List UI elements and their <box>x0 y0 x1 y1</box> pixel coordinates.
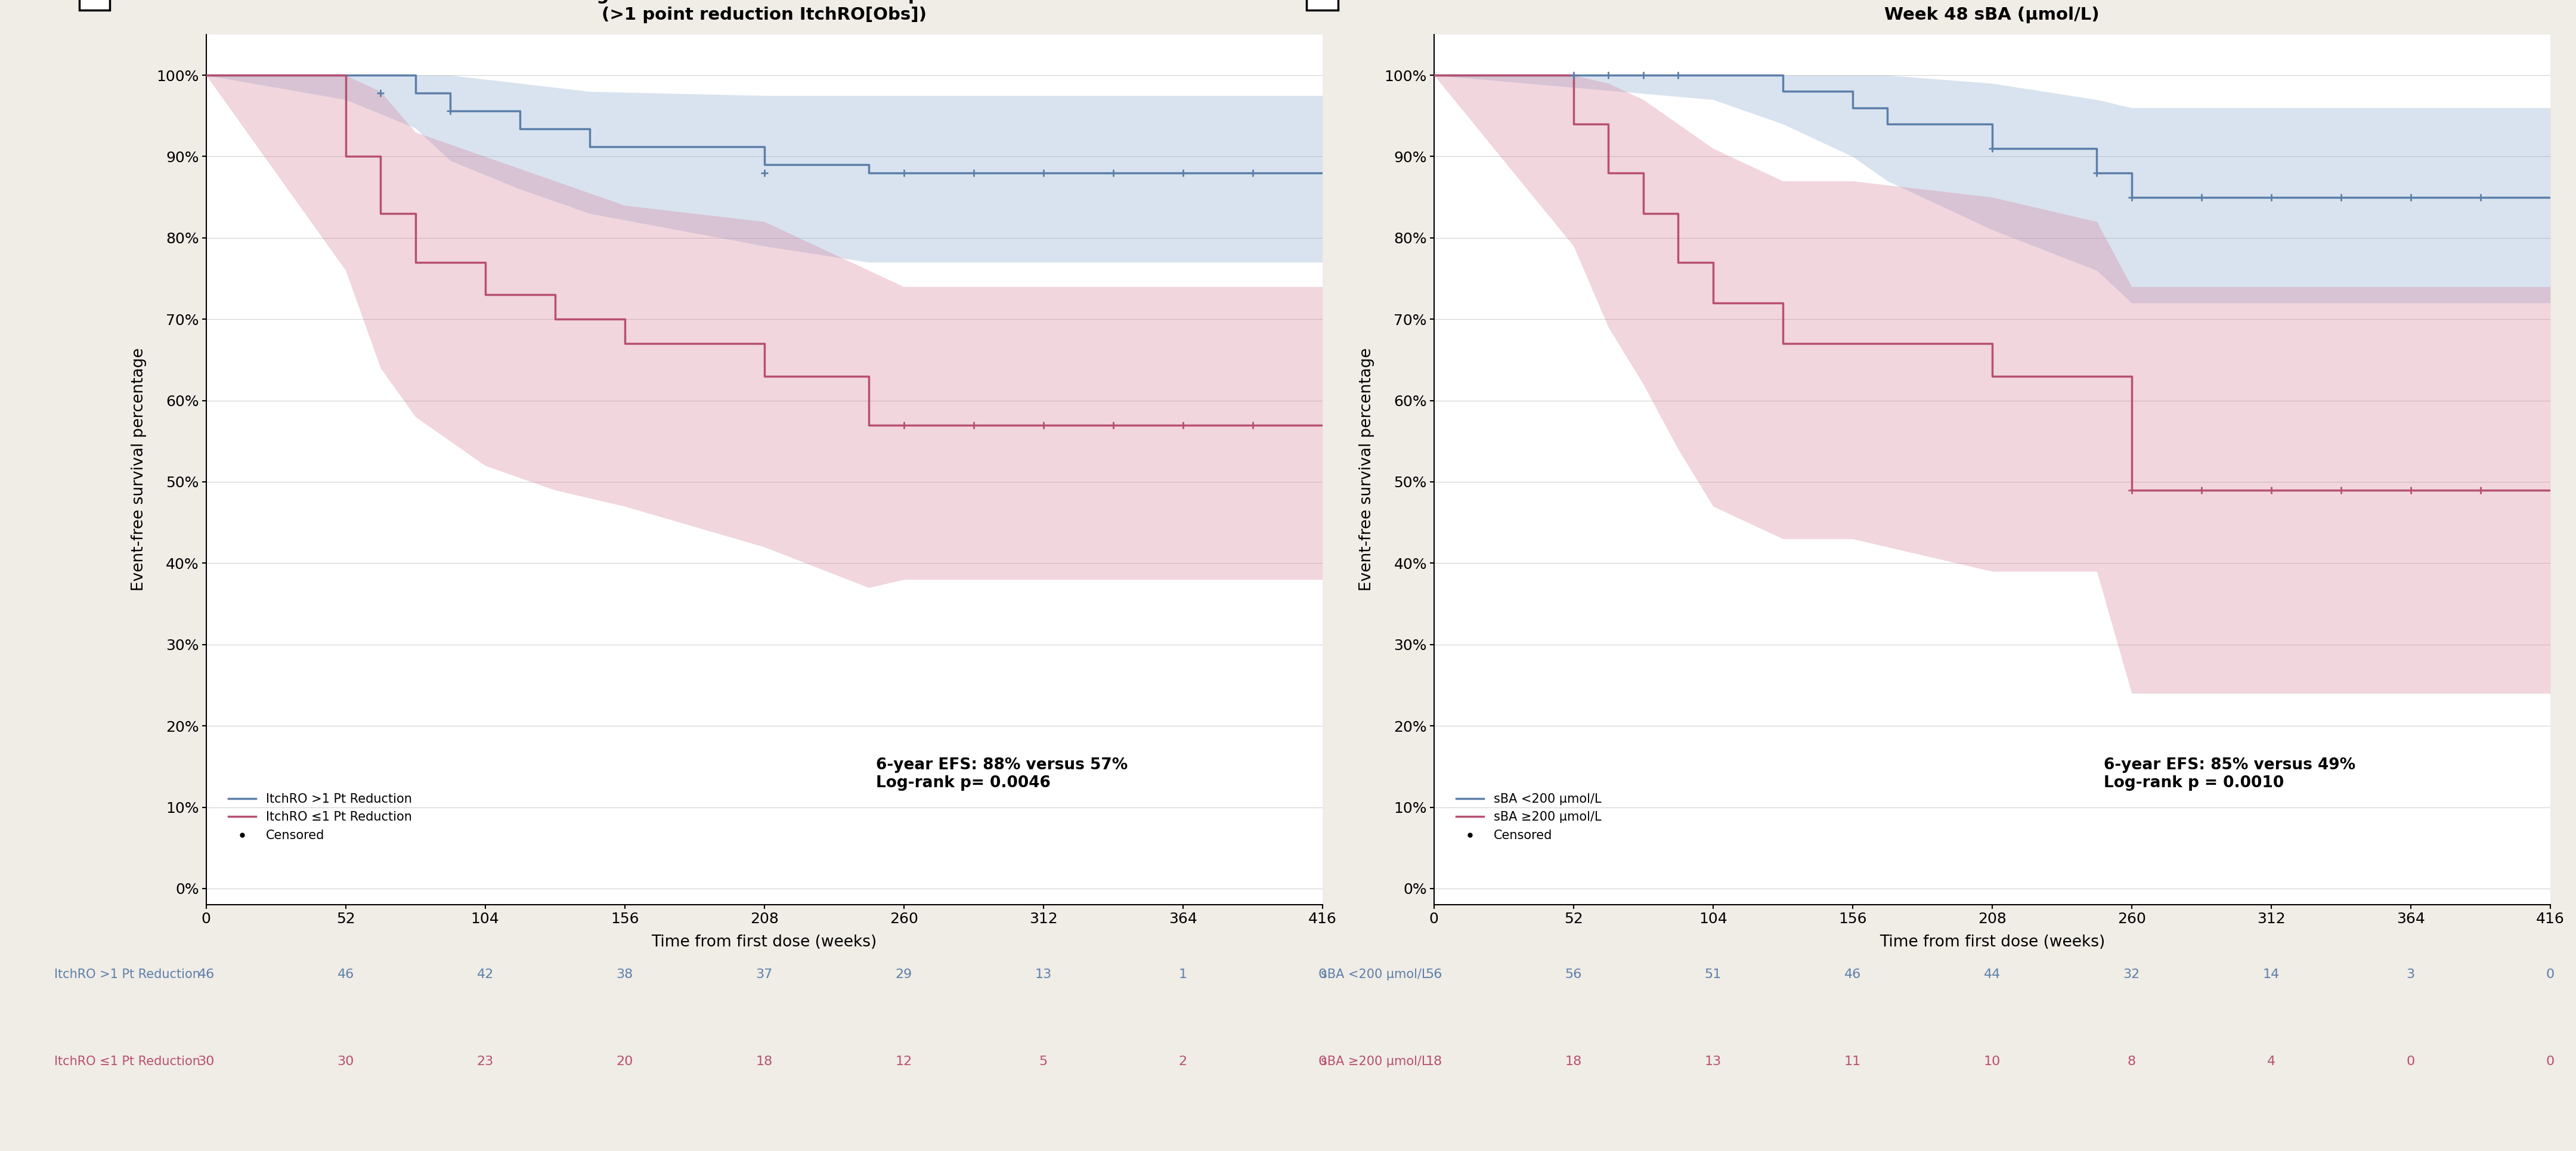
Text: 13: 13 <box>1705 1055 1721 1067</box>
Text: 14: 14 <box>2262 968 2280 981</box>
Text: 46: 46 <box>1844 968 1860 981</box>
Text: 2: 2 <box>1180 1055 1188 1067</box>
Text: 6-year EFS: 88% versus 57%
Log-rank p= 0.0046: 6-year EFS: 88% versus 57% Log-rank p= 0… <box>876 757 1128 791</box>
Point <box>1023 416 1064 434</box>
Text: 18: 18 <box>1425 1055 1443 1067</box>
Text: 42: 42 <box>477 968 495 981</box>
Point <box>2251 188 2293 206</box>
Point <box>361 84 402 102</box>
Point <box>744 163 786 182</box>
Point <box>1656 66 1698 84</box>
Point <box>2112 481 2154 500</box>
X-axis label: Time from first dose (weeks): Time from first dose (weeks) <box>652 935 876 950</box>
Point <box>2321 188 2362 206</box>
Point <box>884 163 925 182</box>
Point <box>2251 481 2293 500</box>
Text: 8: 8 <box>2128 1055 2136 1067</box>
Text: 10: 10 <box>1984 1055 2002 1067</box>
Point <box>2460 188 2501 206</box>
X-axis label: Time from first dose (weeks): Time from first dose (weeks) <box>1880 935 2105 950</box>
Text: 30: 30 <box>337 1055 353 1067</box>
Point <box>1092 416 1133 434</box>
Point <box>1231 163 1273 182</box>
Point <box>2460 481 2501 500</box>
Text: 1: 1 <box>1180 968 1188 981</box>
Text: 5: 5 <box>1038 1055 1048 1067</box>
Text: ItchRO >1 Pt Reduction: ItchRO >1 Pt Reduction <box>54 968 201 981</box>
Text: 23: 23 <box>477 1055 495 1067</box>
Point <box>430 101 471 120</box>
Legend: ItchRO >1 Pt Reduction, ItchRO ≤1 Pt Reduction, Censored: ItchRO >1 Pt Reduction, ItchRO ≤1 Pt Red… <box>224 788 417 846</box>
Text: 38: 38 <box>616 968 634 981</box>
Title: Change from baseline to Week 48 in pruritis
(>1 point reduction ItchRO[Obs]): Change from baseline to Week 48 in pruri… <box>549 0 981 23</box>
Point <box>1092 163 1133 182</box>
Text: 37: 37 <box>755 968 773 981</box>
Point <box>953 416 994 434</box>
Point <box>2391 188 2432 206</box>
Text: 44: 44 <box>1984 968 2002 981</box>
Text: 0: 0 <box>1319 968 1327 981</box>
Point <box>1162 163 1203 182</box>
Point <box>2112 188 2154 206</box>
Text: sBA <200 μmol/L: sBA <200 μmol/L <box>1321 968 1427 981</box>
Point <box>884 416 925 434</box>
Point <box>2076 163 2117 182</box>
Text: 46: 46 <box>198 968 214 981</box>
Text: 30: 30 <box>198 1055 214 1067</box>
Text: 56: 56 <box>1425 968 1443 981</box>
Point <box>2391 481 2432 500</box>
Point <box>953 163 994 182</box>
Text: 13: 13 <box>1036 968 1051 981</box>
Y-axis label: Event-free survival percentage: Event-free survival percentage <box>1360 348 1376 592</box>
Text: 46: 46 <box>337 968 353 981</box>
Text: 18: 18 <box>755 1055 773 1067</box>
Point <box>1587 66 1628 84</box>
Text: C: C <box>88 0 103 2</box>
Text: ItchRO ≤1 Pt Reduction: ItchRO ≤1 Pt Reduction <box>54 1055 201 1067</box>
Point <box>1162 416 1203 434</box>
Text: sBA ≥200 μmol/L: sBA ≥200 μmol/L <box>1321 1055 1427 1067</box>
Text: 29: 29 <box>896 968 912 981</box>
Text: 51: 51 <box>1705 968 1721 981</box>
Point <box>2321 481 2362 500</box>
Y-axis label: Event-free survival percentage: Event-free survival percentage <box>131 348 147 592</box>
Point <box>1971 139 2012 158</box>
Text: 20: 20 <box>616 1055 634 1067</box>
Text: 32: 32 <box>2123 968 2141 981</box>
Text: 0: 0 <box>2545 1055 2555 1067</box>
Text: B: B <box>1314 0 1332 2</box>
Point <box>2182 188 2223 206</box>
Text: 6-year EFS: 85% versus 49%
Log-rank p = 0.0010: 6-year EFS: 85% versus 49% Log-rank p = … <box>2105 757 2354 791</box>
Text: 56: 56 <box>1566 968 1582 981</box>
Legend: sBA <200 μmol/L, sBA ≥200 μmol/L, Censored: sBA <200 μmol/L, sBA ≥200 μmol/L, Censor… <box>1450 788 1607 846</box>
Text: 11: 11 <box>1844 1055 1860 1067</box>
Text: 0: 0 <box>2545 968 2555 981</box>
Text: 3: 3 <box>2406 968 2414 981</box>
Point <box>1623 66 1664 84</box>
Point <box>2182 481 2223 500</box>
Point <box>1231 416 1273 434</box>
Point <box>1023 163 1064 182</box>
Text: 4: 4 <box>2267 1055 2275 1067</box>
Text: 12: 12 <box>896 1055 912 1067</box>
Text: 0: 0 <box>1319 1055 1327 1067</box>
Title: Week 48 sBA (μmol/L): Week 48 sBA (μmol/L) <box>1886 7 2099 23</box>
Text: 0: 0 <box>2406 1055 2414 1067</box>
Point <box>1553 66 1595 84</box>
Text: 18: 18 <box>1566 1055 1582 1067</box>
